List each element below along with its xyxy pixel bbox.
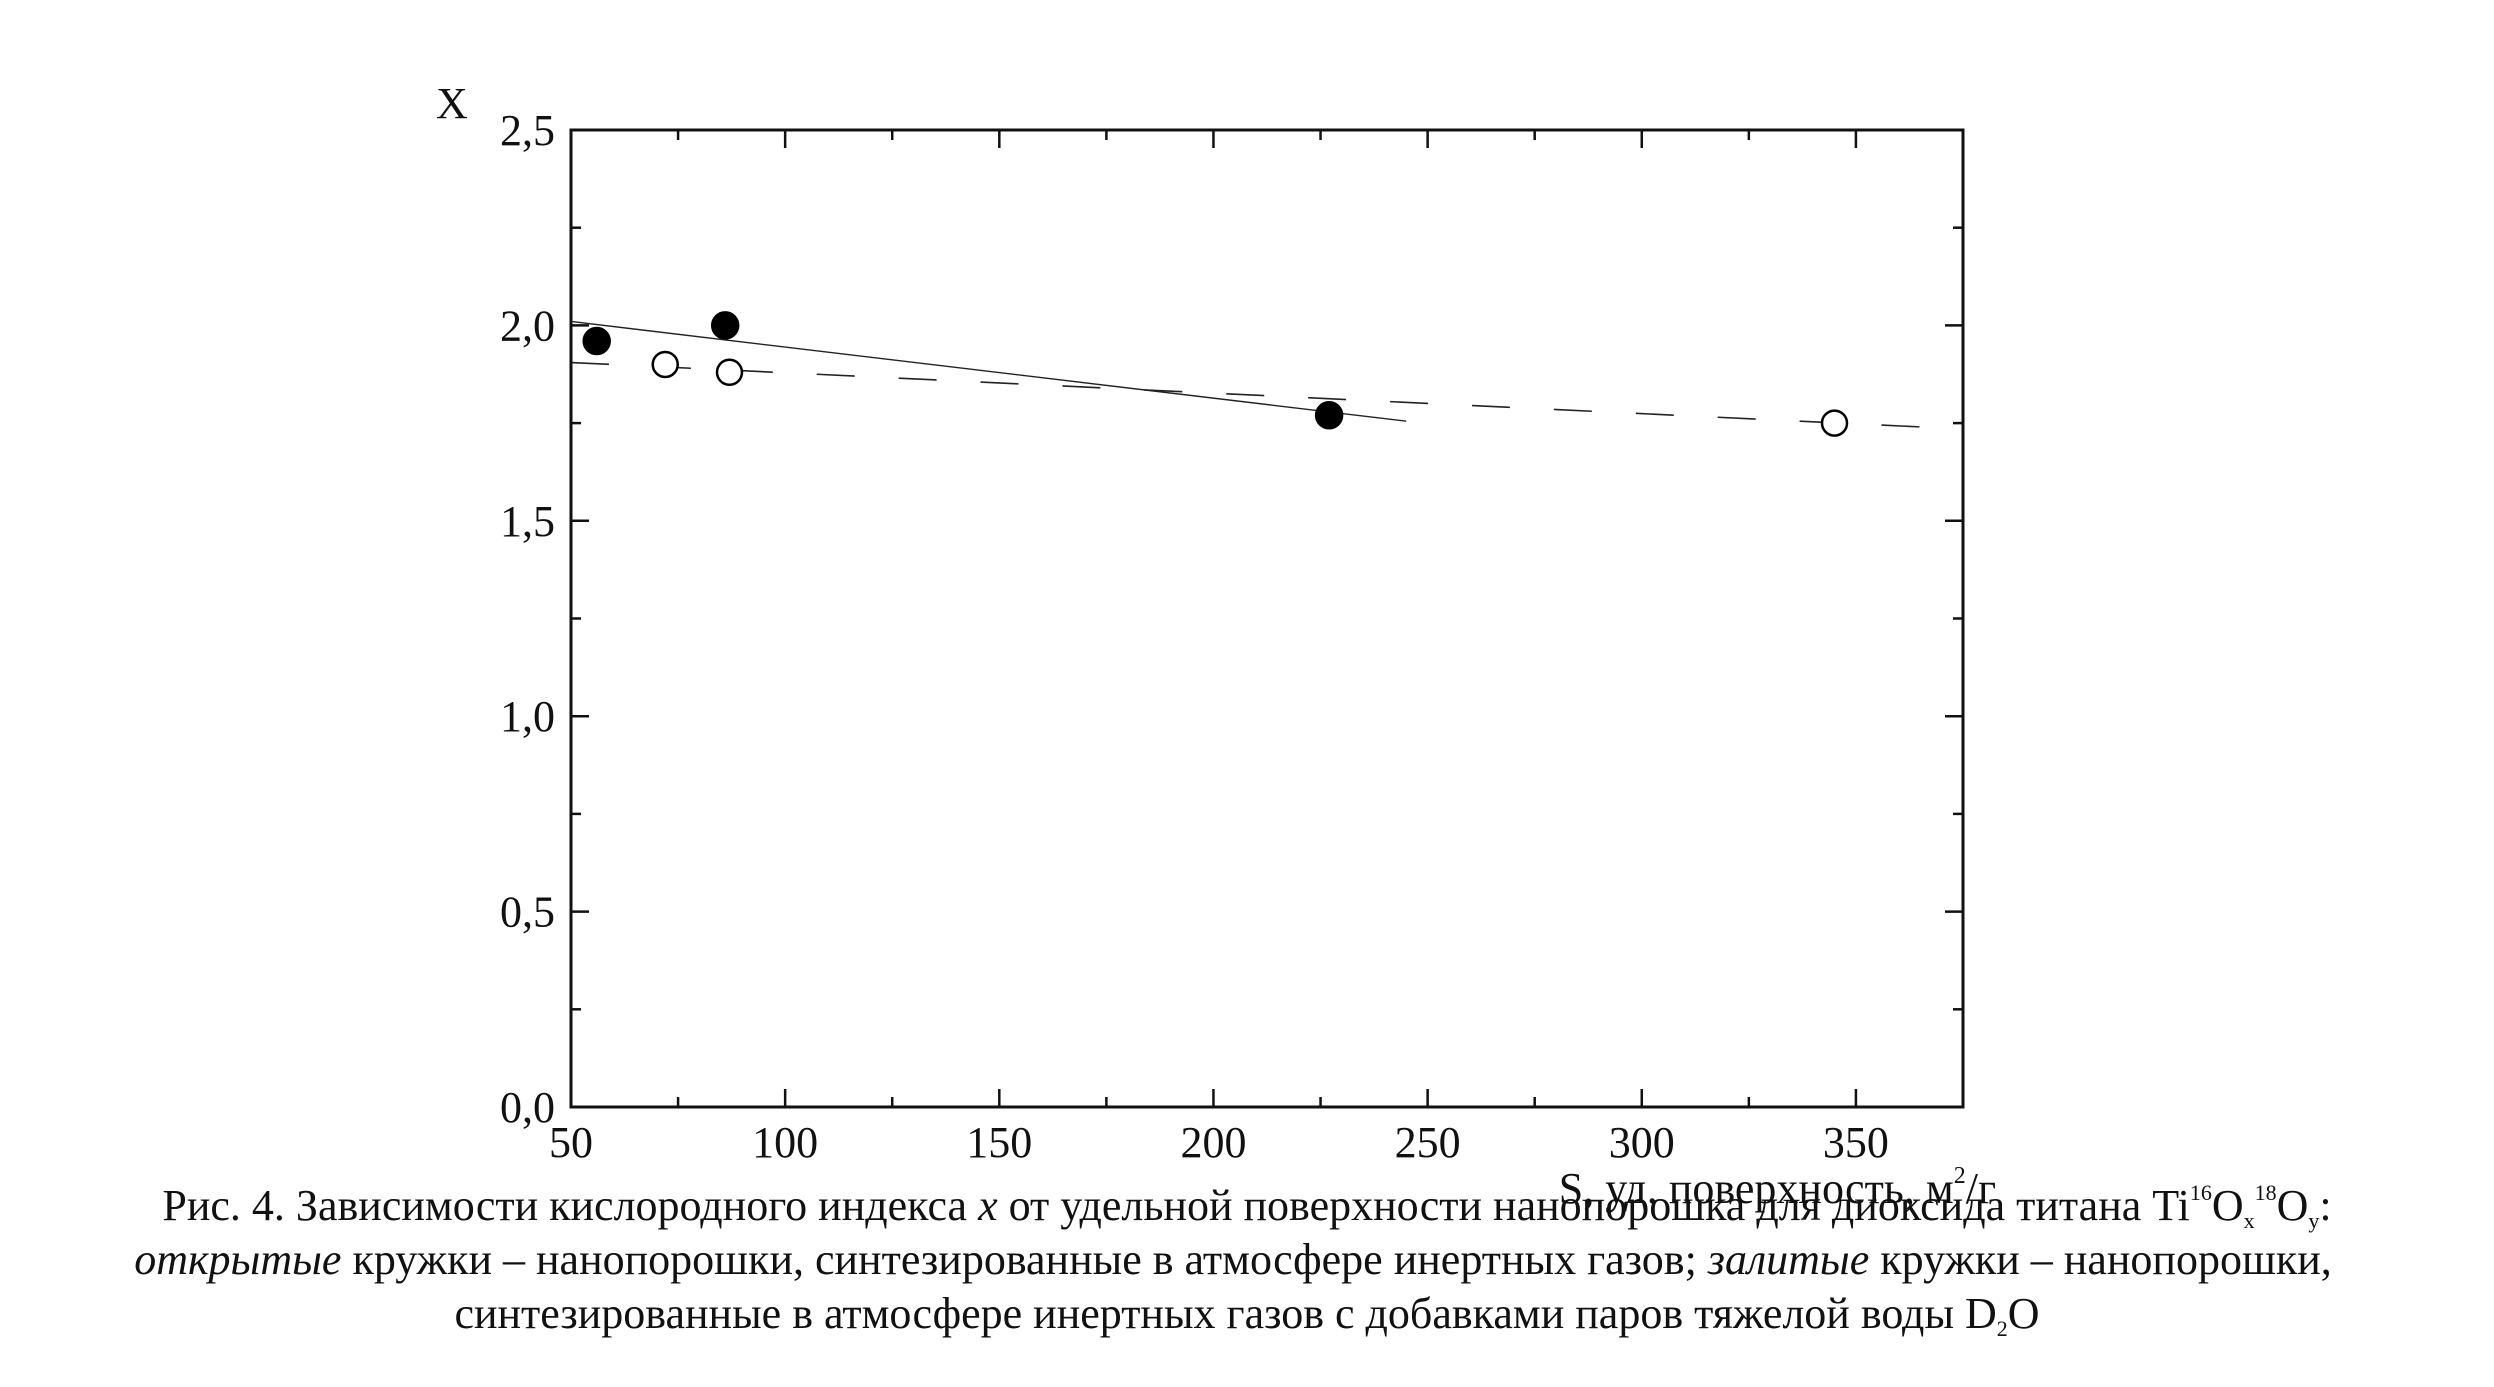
y-tick-label: 1,0 bbox=[500, 692, 555, 741]
x-tick-label: 250 bbox=[1395, 1118, 1461, 1167]
open-circle-point bbox=[651, 350, 679, 379]
x-tick-label: 150 bbox=[966, 1118, 1032, 1167]
filled-circle-point bbox=[710, 311, 740, 340]
open-circle-point bbox=[715, 358, 744, 387]
filled-circle-point bbox=[582, 326, 611, 356]
open-circle-point bbox=[1820, 409, 1849, 437]
y-tick-label: 0,0 bbox=[500, 1083, 555, 1132]
x-tick-label: 50 bbox=[549, 1118, 593, 1167]
y-tick-label: 2,0 bbox=[500, 301, 555, 350]
x-axis-label: S, уд. поверхность, м2/г bbox=[1559, 1163, 1996, 1213]
dashed-fit-line bbox=[570, 361, 1964, 430]
x-tick-label: 200 bbox=[1180, 1118, 1246, 1167]
plot-frame bbox=[569, 128, 1965, 1109]
figure-caption-line-3: синтезированные в атмосфере инертных газ… bbox=[454, 1289, 2040, 1341]
solid-fit-line bbox=[570, 320, 1407, 422]
axis-ticks bbox=[569, 128, 1965, 1109]
tick-labels: 50 100 150 200 250 300 350 0,0 0,5 1,0 1,5 2,0 2,5 bbox=[500, 106, 1889, 1167]
fit-lines bbox=[570, 320, 1964, 430]
y-tick-label: 0,5 bbox=[500, 888, 555, 937]
x-tick-label: 350 bbox=[1823, 1118, 1889, 1167]
figure-caption-line-1: Рис. 4. Зависимости кислородного индекса… bbox=[162, 1180, 2332, 1233]
figure-caption-line-2: открытые кружки – нанопорошки, синтезиро… bbox=[134, 1235, 2332, 1284]
y-axis-label: X bbox=[436, 79, 468, 128]
x-tick-label: 100 bbox=[752, 1118, 818, 1167]
y-tick-label: 1,5 bbox=[500, 497, 555, 546]
chart: 50 100 150 200 250 300 350 0,0 0,5 1,0 1,5 2,0 2,5 X… bbox=[436, 79, 1996, 1213]
y-tick-label: 2,5 bbox=[500, 106, 555, 155]
x-tick-label: 300 bbox=[1609, 1118, 1675, 1167]
data-points bbox=[582, 311, 1849, 437]
filled-circle-point bbox=[1314, 401, 1344, 430]
